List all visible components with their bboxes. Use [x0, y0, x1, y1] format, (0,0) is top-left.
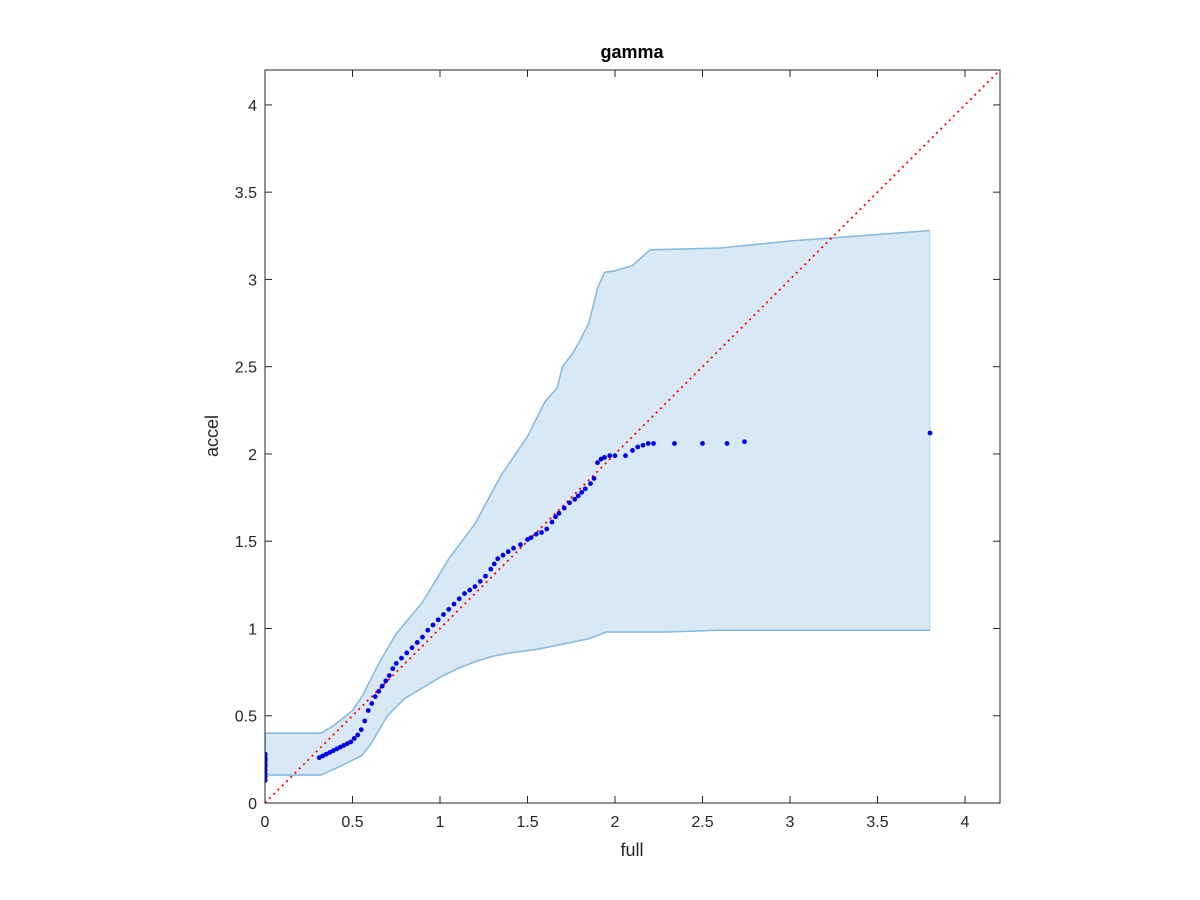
data-point: [383, 678, 389, 684]
chart-title: gamma: [600, 42, 664, 62]
data-point: [572, 496, 578, 502]
data-point: [365, 708, 371, 713]
data-point: [505, 549, 511, 555]
data-point: [446, 606, 452, 612]
data-point: [724, 441, 730, 446]
data-point: [414, 640, 420, 645]
data-point: [348, 739, 354, 745]
data-point: [500, 552, 506, 558]
data-point: [561, 505, 567, 511]
data-point: [420, 634, 425, 640]
data-point: [553, 514, 558, 520]
data-point: [742, 439, 747, 445]
data-point: [491, 561, 497, 567]
x-tick-label: 2: [611, 814, 620, 831]
data-point: [539, 530, 544, 535]
data-point: [640, 442, 646, 448]
data-point: [488, 566, 494, 572]
x-tick-label: 1.5: [516, 814, 538, 831]
data-point: [495, 556, 501, 562]
data-point: [533, 531, 539, 537]
data-point: [435, 617, 441, 623]
data-point: [430, 622, 436, 628]
data-point: [386, 673, 392, 678]
confidence-band-fill: [265, 230, 930, 776]
data-point: [700, 441, 705, 446]
x-tick-label: 3.5: [866, 814, 888, 831]
data-point: [472, 584, 478, 589]
data-point: [528, 535, 534, 541]
x-axis-label: full: [620, 840, 643, 860]
data-point: [451, 601, 457, 607]
data-point: [372, 694, 378, 699]
x-tick-label: 0.5: [341, 814, 363, 831]
tick-labels: 0 0.5 1 1.5 2 2.5 3 3.5 4 0 0.5 1 1.5 2 2.5 3 3.5 4: [235, 98, 970, 831]
data-point: [355, 732, 361, 738]
data-point: [379, 683, 385, 689]
y-tick-label: 3.5: [235, 185, 257, 202]
data-point: [477, 578, 483, 584]
data-point: [567, 500, 572, 506]
data-point: [362, 718, 368, 724]
data-point: [351, 736, 357, 741]
data-point: [483, 573, 488, 579]
reference-line: [265, 70, 1000, 803]
data-point: [651, 441, 656, 446]
data-point: [591, 475, 597, 481]
y-tick-label: 1: [248, 621, 257, 638]
data-point: [518, 542, 523, 548]
data-point: [672, 441, 677, 446]
y-tick-label: 2: [248, 447, 257, 464]
y-tick-label: 3: [248, 272, 257, 289]
x-tick-label: 2.5: [691, 814, 713, 831]
confidence-band-lower: [265, 629, 930, 776]
data-point: [645, 441, 651, 446]
data-point: [549, 519, 555, 525]
y-tick-label: 1.5: [235, 534, 257, 551]
data-point: [595, 460, 600, 466]
y-tick-label: 4: [248, 98, 257, 115]
data-point: [390, 666, 396, 672]
data-point: [376, 688, 382, 694]
data-point: [393, 660, 399, 666]
data-point: [409, 645, 415, 651]
data-point: [623, 453, 628, 459]
data-point: [544, 526, 550, 532]
x-tick-label: 0: [261, 814, 270, 831]
data-point: [467, 587, 473, 593]
data-point: [404, 650, 410, 656]
data-point: [588, 481, 593, 487]
plot-area: [265, 70, 1000, 803]
data-point: [612, 453, 618, 459]
x-tick-label: 4: [961, 814, 970, 831]
y-axis-label: accel: [202, 415, 222, 457]
x-tick-label: 3: [786, 814, 795, 831]
data-point: [511, 545, 516, 551]
data-point: [441, 612, 446, 617]
data-point: [265, 751, 268, 757]
data-point: [630, 448, 635, 453]
confidence-band-upper: [265, 229, 931, 735]
x-tick-label: 1: [436, 814, 445, 831]
data-point: [582, 486, 588, 492]
data-point: [425, 627, 431, 633]
data-point: [927, 430, 933, 436]
y-tick-label: 2.5: [235, 360, 257, 377]
data-point: [456, 596, 462, 602]
data-point: [462, 591, 467, 596]
data-point: [635, 444, 641, 450]
data-point: [358, 727, 364, 733]
data-point: [607, 453, 613, 459]
y-tick-label: 0.5: [235, 709, 257, 726]
data-point: [602, 455, 607, 460]
data-point: [575, 493, 581, 499]
data-point: [579, 489, 585, 495]
data-point: [369, 701, 375, 706]
data-point: [399, 655, 404, 661]
axes: [264, 69, 1001, 804]
y-tick-label: 0: [248, 796, 257, 813]
data-point: [556, 510, 562, 516]
axes-box: [264, 69, 1001, 804]
